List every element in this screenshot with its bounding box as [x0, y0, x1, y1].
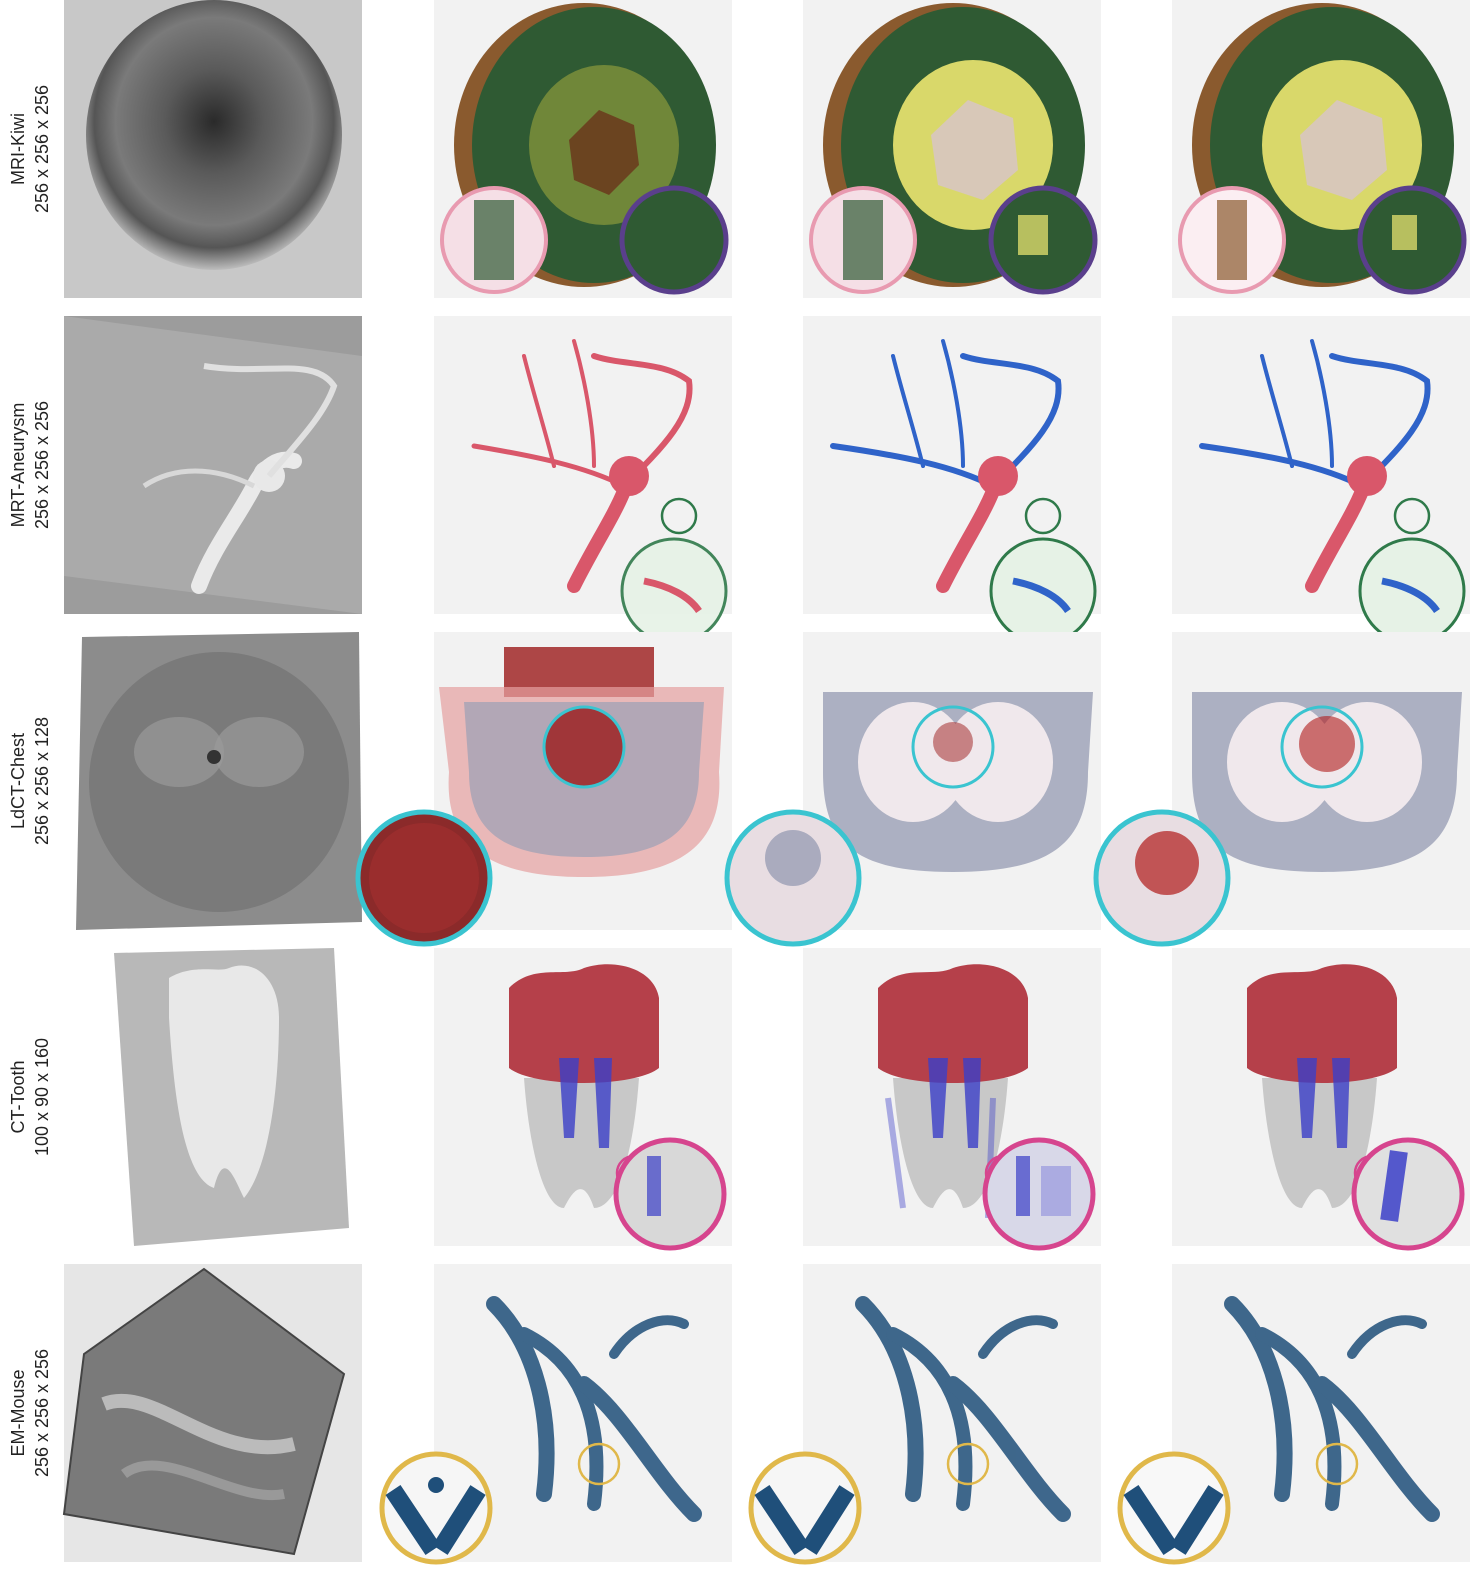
- tooth-lens-3: [1350, 1136, 1466, 1252]
- tooth-raw-panel: [64, 948, 362, 1246]
- kiwi-render-2: [803, 0, 1101, 298]
- row-label-kiwi: MRI-Kiwi 256 x 256 x 256: [0, 0, 60, 298]
- row-label-tooth: CT-Tooth 100 x 90 x 160: [0, 948, 60, 1246]
- row-label-aneurysm: MRT-Aneurysm 256 x 256 x 256: [0, 316, 60, 614]
- kiwi-render-1: [434, 0, 732, 298]
- row-name: MRT-Aneurysm: [8, 402, 29, 528]
- mouse-lens-1: [378, 1450, 494, 1566]
- chest-lens-3: [1092, 808, 1232, 948]
- row-name: MRI-Kiwi: [8, 113, 29, 186]
- row-name: LdCT-Chest: [8, 732, 29, 830]
- row-label-chest: LdCT-Chest 256 x 256 x 128: [0, 632, 60, 930]
- kiwi-render-3: [1172, 0, 1470, 298]
- row-dims: 256 x 256 x 256: [32, 84, 53, 214]
- chest-lens-2: [723, 808, 863, 948]
- row-name: CT-Tooth: [8, 1060, 28, 1134]
- aneurysm-render-1: [434, 316, 732, 645]
- mouse-render-1: [434, 1264, 732, 1562]
- chest-render-2: [803, 632, 1101, 930]
- row-dims: 256 x 256 x 256: [32, 1348, 53, 1478]
- mouse-lens-3: [1116, 1450, 1232, 1566]
- row-dims: 100 x 90 x 160: [32, 1037, 52, 1157]
- row-label-mouse: EM-Mouse 256 x 256 x 256: [0, 1264, 60, 1562]
- row-dims: 256 x 256 x 256: [32, 400, 53, 530]
- aneurysm-render-2: [803, 316, 1101, 645]
- chest-lens-1: [354, 808, 494, 948]
- row-dims: 256 x 256 x 128: [32, 716, 53, 846]
- mouse-render-3: [1172, 1264, 1470, 1562]
- mouse-lens-2: [747, 1450, 863, 1566]
- tooth-lens-1: [612, 1136, 728, 1252]
- chest-raw-panel: [64, 632, 362, 930]
- row-name: EM-Mouse: [8, 1369, 29, 1457]
- aneurysm-render-3: [1172, 316, 1470, 645]
- mouse-raw-panel: [62, 1264, 362, 1562]
- aneurysm-raw-panel: [64, 316, 362, 614]
- tooth-lens-2: [981, 1136, 1097, 1252]
- kiwi-raw-panel: [64, 0, 362, 298]
